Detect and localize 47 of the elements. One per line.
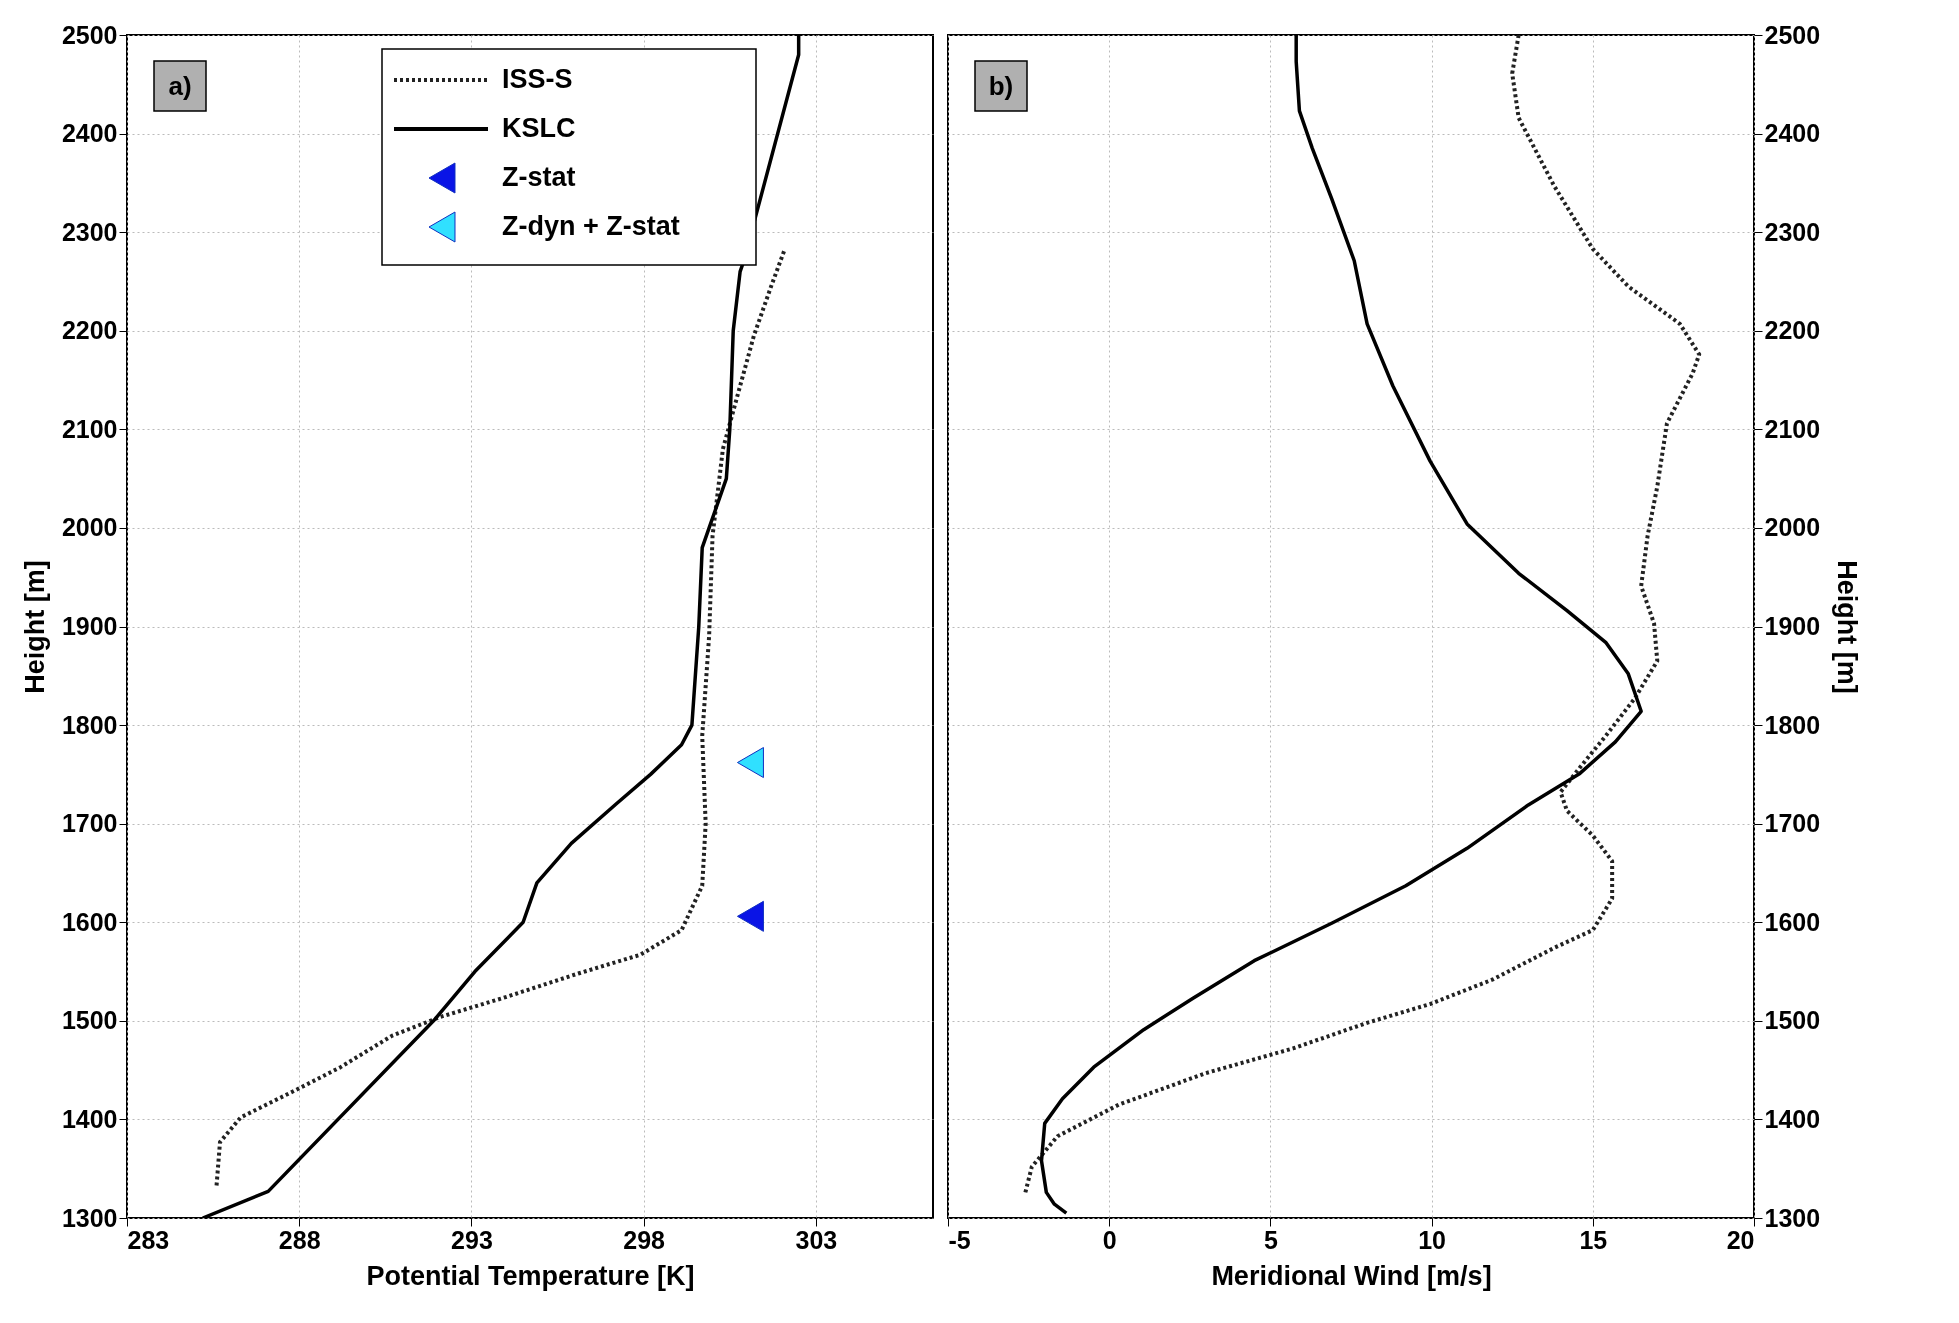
x-axis-title: Meridional Wind [m/s] <box>1211 1260 1492 1291</box>
y-tick-label: 1400 <box>61 1104 118 1133</box>
x-tick-label: 15 <box>1579 1225 1608 1254</box>
y-tick-label: 2100 <box>1764 414 1821 443</box>
annotation: a) <box>168 71 192 101</box>
y-tick-label: 2300 <box>61 217 118 246</box>
x-tick-label: 298 <box>623 1225 666 1254</box>
x-tick-label: 10 <box>1418 1225 1447 1254</box>
y-axis-title: Height [m] <box>19 560 50 694</box>
y-axis-title: Height [m] <box>1832 560 1863 694</box>
legend-label: KSLC <box>502 113 576 143</box>
x-tick-label: -5 <box>948 1225 971 1254</box>
y-tick-label: 2500 <box>61 20 118 49</box>
y-tick-label: 2500 <box>1764 20 1821 49</box>
annotation: b) <box>988 71 1014 101</box>
y-tick-label: 2200 <box>1764 316 1821 345</box>
y-tick-label: 1600 <box>1764 907 1821 936</box>
y-tick-label: 1700 <box>1764 809 1821 838</box>
y-tick-label: 1700 <box>61 809 118 838</box>
legend-label: Z-stat <box>502 162 576 192</box>
y-tick-label: 1800 <box>61 710 118 739</box>
y-tick-label: 1900 <box>1764 612 1821 640</box>
y-tick-label: 1500 <box>61 1006 118 1035</box>
y-tick-label: 2300 <box>1764 217 1821 246</box>
x-tick-label: 288 <box>278 1225 321 1254</box>
y-tick-label: 2400 <box>1764 119 1821 148</box>
x-tick-label: 20 <box>1726 1225 1755 1254</box>
x-tick-label: 293 <box>451 1225 493 1254</box>
x-axis-title: Potential Temperature [K] <box>366 1260 695 1291</box>
y-tick-label: 2400 <box>61 119 118 148</box>
y-tick-label: 1300 <box>61 1203 118 1232</box>
y-tick-label: 1600 <box>61 907 118 936</box>
y-tick-label: 1800 <box>1764 710 1821 739</box>
x-tick-label: 303 <box>795 1225 838 1254</box>
x-tick-label: 5 <box>1263 1225 1278 1254</box>
legend-label: ISS-S <box>502 64 573 94</box>
y-tick-label: 1900 <box>61 612 118 640</box>
y-tick-label: 1300 <box>1764 1203 1821 1232</box>
y-tick-label: 1400 <box>1764 1104 1821 1133</box>
y-tick-label: 1500 <box>1764 1006 1821 1035</box>
y-tick-label: 2000 <box>61 513 118 542</box>
legend-label: Z-dyn + Z-stat <box>502 211 680 241</box>
y-tick-label: 2100 <box>61 414 118 443</box>
x-tick-label: 283 <box>127 1225 170 1254</box>
y-tick-label: 2000 <box>1764 513 1821 542</box>
y-tick-label: 2200 <box>61 316 118 345</box>
x-tick-label: 0 <box>1102 1225 1117 1254</box>
